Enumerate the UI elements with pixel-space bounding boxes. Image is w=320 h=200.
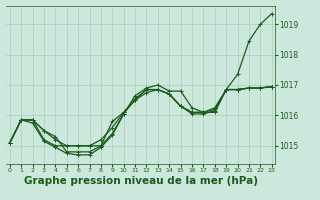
X-axis label: Graphe pression niveau de la mer (hPa): Graphe pression niveau de la mer (hPa) [24,176,258,186]
